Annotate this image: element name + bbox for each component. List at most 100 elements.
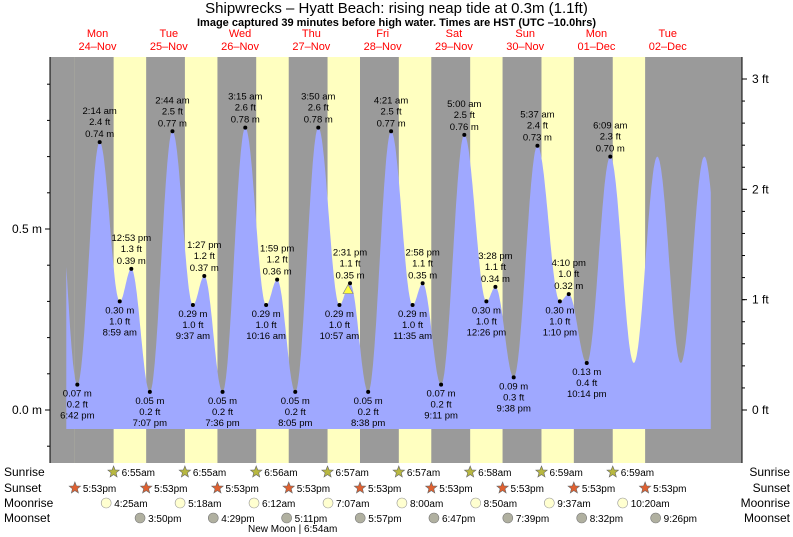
sunrise-time: 6:55am [122, 468, 155, 479]
extreme-time-label: 3:50 am [301, 92, 335, 103]
extreme-m-label: 0.32 m [554, 281, 583, 292]
extreme-ft-label: 1.0 ft [558, 269, 579, 280]
extreme-m-label: 0.09 m [499, 381, 528, 392]
y-right-tick-label: 1 ft [752, 293, 769, 307]
sunrise-icon [249, 465, 263, 478]
extreme-time-label: 9:11 pm [424, 411, 458, 422]
sunrise-icon [321, 465, 334, 478]
extreme-ft-label: 1.0 ft [476, 316, 497, 327]
moonrise-icon [617, 497, 628, 509]
date-label: 25–Nov [150, 41, 188, 53]
sunset-icon [210, 481, 224, 494]
extreme-m-label: 0.05 m [135, 396, 164, 407]
moonset-icon [502, 512, 514, 524]
extreme-ft-label: 0.2 ft [139, 407, 160, 418]
extreme-ft-label: 1.0 ft [329, 320, 350, 331]
extreme-ft-label: 1.3 ft [121, 244, 142, 255]
extreme-m-label: 0.13 m [572, 367, 601, 378]
extreme-m-label: 0.29 m [252, 309, 281, 320]
extreme-m-label: 0.34 m [481, 274, 510, 285]
extreme-m-label: 0.39 m [117, 256, 146, 267]
date-label: 26–Nov [221, 41, 259, 53]
extreme-time-label: 2:31 pm [333, 247, 367, 258]
moonrise-time: 6:12am [262, 499, 295, 510]
date-label: 29–Nov [435, 41, 473, 53]
extreme-ft-label: 0.2 ft [285, 407, 306, 418]
extreme-ft-label: 2.5 ft [454, 110, 475, 121]
extreme-time-label: 10:57 am [320, 331, 360, 342]
moon-phase-note: New Moon | 6:54am [248, 524, 338, 535]
date-label: 01–Dec [578, 41, 616, 53]
extreme-time-label: 9:37 am [176, 331, 210, 342]
moonrise-time: 10:20am [631, 499, 670, 510]
sunrise-icon [606, 465, 620, 478]
moonset-icon [354, 512, 366, 524]
moonset-time: 3:50pm [148, 514, 181, 525]
date-label: 28–Nov [364, 41, 402, 53]
current-tide-marker [342, 283, 354, 294]
sunset-time: 5:53pm [297, 484, 330, 495]
extreme-ft-label: 0.2 ft [67, 400, 88, 411]
extreme-m-label: 0.78 m [231, 115, 260, 126]
extreme-time-label: 7:07 pm [133, 418, 167, 429]
extreme-point [439, 382, 444, 387]
day-label: Sat [446, 28, 463, 40]
moonset-icon [207, 512, 219, 524]
extreme-time-label: 5:00 am [447, 99, 481, 110]
day-label: Sun [515, 28, 535, 40]
extreme-m-label: 0.29 m [178, 309, 207, 320]
extreme-point [275, 277, 280, 282]
sunset-time: 5:53pm [83, 484, 116, 495]
extreme-point [293, 389, 298, 394]
sunset-time: 5:53pm [225, 484, 258, 495]
legend-row-label-right: Sunrise [749, 465, 790, 479]
sunset-icon [496, 481, 510, 494]
day-label: Fri [376, 28, 389, 40]
extreme-time-label: 2:58 pm [405, 247, 439, 258]
moonset-time: 5:57pm [368, 514, 401, 525]
sunrise-icon [178, 465, 192, 478]
extreme-ft-label: 1.2 ft [267, 255, 288, 266]
day-label: Mon [586, 28, 607, 40]
extreme-point [511, 375, 516, 380]
extreme-time-label: 2:14 am [83, 106, 117, 117]
day-label: Mon [87, 28, 108, 40]
sunrise-icon [463, 465, 477, 478]
extreme-time-label: 8:38 pm [351, 418, 385, 429]
day-label: Tue [160, 28, 179, 40]
sunset-icon [282, 481, 296, 494]
extreme-m-label: 0.37 m [190, 263, 219, 274]
moonset-time: 8:32pm [590, 514, 623, 525]
legend-row-label-left: Sunrise [4, 465, 45, 479]
legend-row-label-left: Moonrise [4, 496, 54, 510]
night-band [50, 57, 67, 463]
extreme-point [535, 143, 540, 148]
extreme-point [170, 129, 175, 134]
legend-row-label-right: Moonrise [741, 496, 791, 510]
moonrise-time: 9:37am [557, 499, 590, 510]
extreme-ft-label: 2.6 ft [235, 103, 256, 114]
moonrise-time: 8:50am [484, 499, 517, 510]
extreme-point [243, 125, 248, 130]
extreme-m-label: 0.30 m [472, 305, 501, 316]
legend-row-label-right: Sunset [753, 481, 791, 495]
sunset-icon [353, 481, 367, 494]
extreme-ft-label: 0.2 ft [212, 407, 233, 418]
extreme-m-label: 0.35 m [336, 270, 365, 281]
extreme-m-label: 0.29 m [398, 309, 427, 320]
extreme-m-label: 0.07 m [427, 389, 456, 400]
moonset-time: 5:11pm [295, 514, 328, 525]
extreme-m-label: 0.35 m [408, 270, 437, 281]
extreme-point [129, 266, 134, 271]
extreme-point [220, 389, 225, 394]
extreme-time-label: 10:16 am [246, 331, 286, 342]
moonset-time: 9:26pm [664, 514, 697, 525]
date-label: 30–Nov [506, 41, 544, 53]
extreme-point [557, 299, 562, 304]
extreme-time-label: 2:44 am [155, 95, 189, 106]
sunset-time: 5:53pm [511, 484, 544, 495]
day-label: Tue [658, 28, 677, 40]
date-label: 24–Nov [79, 41, 117, 53]
extreme-time-label: 5:37 am [520, 110, 554, 121]
extreme-time-label: 7:36 pm [205, 418, 239, 429]
